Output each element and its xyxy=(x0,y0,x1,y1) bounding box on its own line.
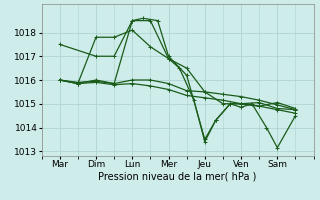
X-axis label: Pression niveau de la mer( hPa ): Pression niveau de la mer( hPa ) xyxy=(99,172,257,182)
